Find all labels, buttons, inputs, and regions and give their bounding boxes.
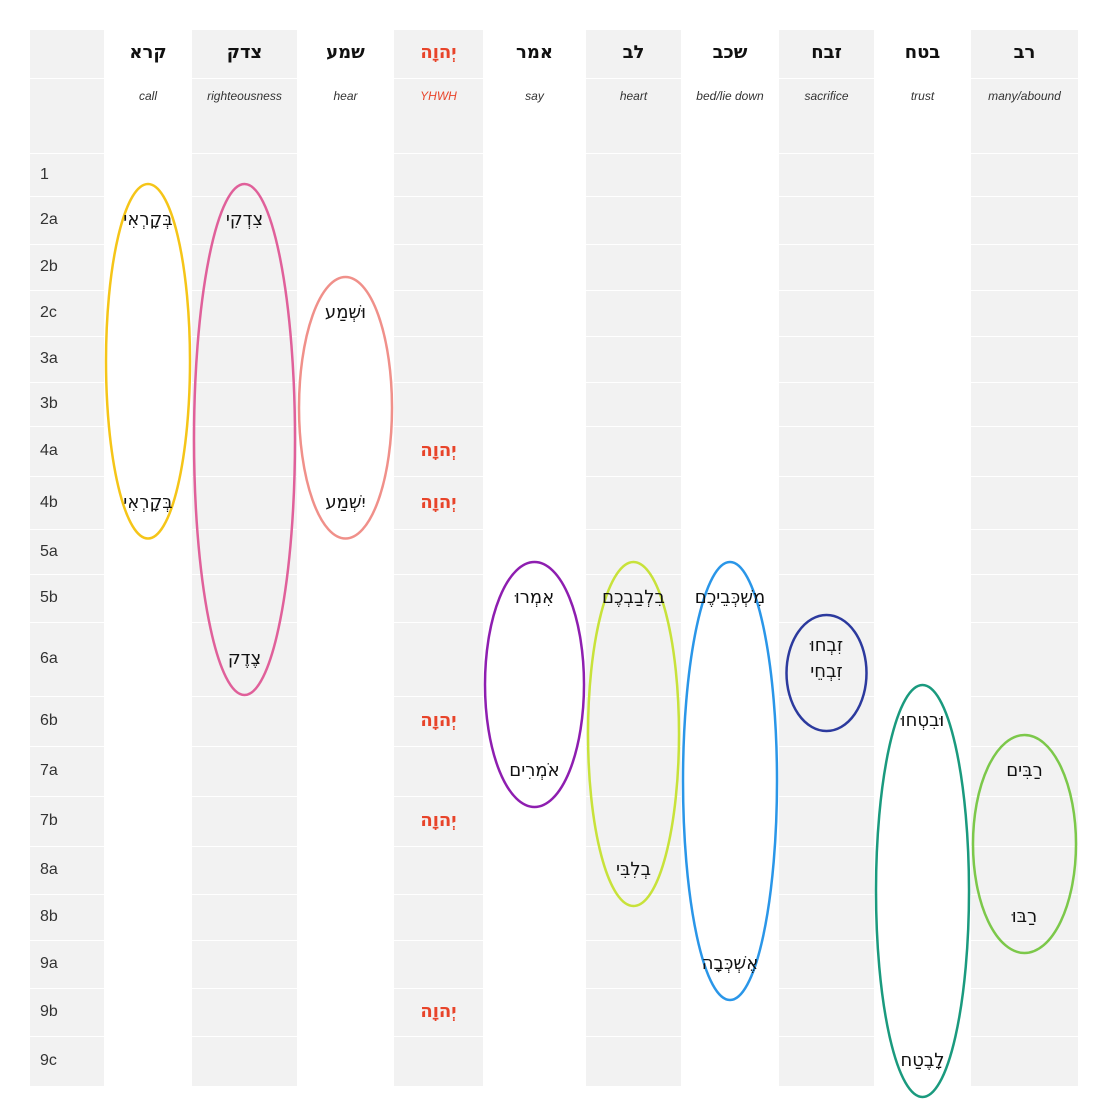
row-divider — [30, 746, 1078, 747]
hebrew-word: יְהוָה — [420, 491, 457, 513]
row-divider — [30, 78, 1078, 79]
column-header-root: יְהוָה — [420, 42, 457, 63]
hebrew-word: יְהוָה — [420, 810, 457, 831]
column-header-gloss: bed/lie down — [696, 89, 764, 103]
hebrew-word: יְהוָה — [420, 710, 457, 731]
column-header-gloss: heart — [619, 89, 648, 103]
group-ring — [483, 560, 586, 809]
column-background — [779, 30, 874, 1086]
hebrew-word: בְּקָרְאִי — [123, 209, 173, 230]
hebrew-word: רַבִּים — [1006, 760, 1043, 781]
row-divider — [30, 336, 1078, 337]
group-ring — [681, 560, 779, 1002]
row-divider — [30, 244, 1078, 245]
group-ring — [785, 613, 868, 733]
hebrew-word: בְּקָרְאִי — [123, 491, 173, 513]
column-header-root: רב — [1013, 42, 1036, 63]
verse-label: 9b — [40, 1003, 58, 1020]
group-ring — [192, 182, 297, 697]
row-divider — [30, 1036, 1078, 1037]
verse-label: 6b — [40, 712, 58, 729]
row-divider — [30, 846, 1078, 847]
hebrew-word: יִשְׁמַע — [325, 491, 366, 513]
verse-label: 7b — [40, 812, 58, 829]
group-ring — [874, 683, 971, 1099]
column-header-root: שכב — [712, 42, 748, 63]
column-header-root: לב — [622, 42, 645, 63]
row-divider — [30, 529, 1078, 530]
verse-label: 2b — [40, 258, 58, 275]
row-divider — [30, 574, 1078, 575]
row-divider — [30, 382, 1078, 383]
row-divider — [30, 988, 1078, 989]
hebrew-word: אֹמְרִים — [509, 760, 560, 781]
row-divider — [30, 476, 1078, 477]
verse-label: 8b — [40, 908, 58, 925]
hebrew-word: צֶדֶק — [227, 648, 262, 669]
verse-label: 8a — [40, 861, 58, 878]
column-background — [192, 30, 297, 1086]
hebrew-word: בִלְבַבְכֶם — [602, 587, 665, 608]
row-divider — [30, 696, 1078, 697]
verse-label: 3b — [40, 395, 58, 412]
verse-label: 9a — [40, 955, 58, 972]
verse-label: 4a — [40, 442, 58, 459]
hebrew-word: זִבְחוּ זִבְחֵי — [809, 635, 844, 682]
group-ring — [104, 182, 192, 540]
column-header-root: בטח — [904, 42, 941, 63]
row-divider — [30, 894, 1078, 895]
column-header-gloss: many/abound — [988, 89, 1061, 103]
row-divider — [30, 196, 1078, 197]
verse-label: 9c — [40, 1052, 57, 1069]
hebrew-word: אֶשְׁכְּבָה — [701, 953, 759, 974]
column-header-gloss: hear — [333, 89, 358, 103]
row-divider — [30, 622, 1078, 623]
verse-label: 6a — [40, 650, 58, 667]
row-divider — [30, 426, 1078, 427]
group-ring — [297, 275, 394, 540]
column-header-gloss: call — [138, 89, 157, 103]
verse-label: 4b — [40, 493, 58, 511]
hebrew-word: אִמְרוּ — [514, 587, 555, 608]
hebrew-word: מִשְׁכְּבֵיכֶם — [694, 587, 766, 608]
column-header-root: אמר — [516, 42, 553, 63]
verse-label: 5b — [40, 589, 58, 606]
hebrew-word: בְלִבִּי — [615, 859, 652, 880]
column-header-root: שמע — [326, 42, 365, 63]
hebrew-word: לָבֶטַח — [900, 1050, 945, 1071]
column-background — [971, 30, 1078, 1086]
column-header-gloss: righteousness — [207, 89, 282, 103]
column-background — [394, 30, 483, 1086]
column-header-gloss: YHWH — [420, 89, 457, 103]
column-background — [586, 30, 681, 1086]
column-header-gloss: trust — [910, 89, 935, 103]
hebrew-word: צִדְקִי — [225, 209, 264, 230]
hebrew-word: יְהוָה — [420, 1001, 457, 1022]
hebrew-word: יְהוָה — [420, 440, 457, 461]
column-header-root: קרא — [129, 42, 167, 63]
verse-label: 1 — [40, 165, 49, 183]
verse-label: 7a — [40, 762, 58, 779]
row-divider — [30, 153, 1078, 154]
verse-label: 5a — [40, 542, 58, 560]
verse-label: 3a — [40, 350, 58, 367]
group-ring — [971, 733, 1078, 955]
column-header-gloss: sacrifice — [804, 89, 849, 103]
column-header-root: זבח — [811, 42, 842, 63]
column-background — [30, 30, 104, 1086]
hebrew-word: וּבִטְחוּ — [900, 710, 945, 731]
row-divider — [30, 290, 1078, 291]
column-header-gloss: say — [525, 89, 544, 103]
group-ring — [586, 560, 681, 908]
verse-label: 2c — [40, 304, 57, 321]
hebrew-word: וּשְׁמַע — [324, 302, 367, 323]
hebrew-word: רַבּוּ — [1011, 906, 1038, 927]
verse-label: 2a — [40, 211, 58, 228]
row-divider — [30, 940, 1078, 941]
column-header-root: צדק — [226, 42, 263, 63]
